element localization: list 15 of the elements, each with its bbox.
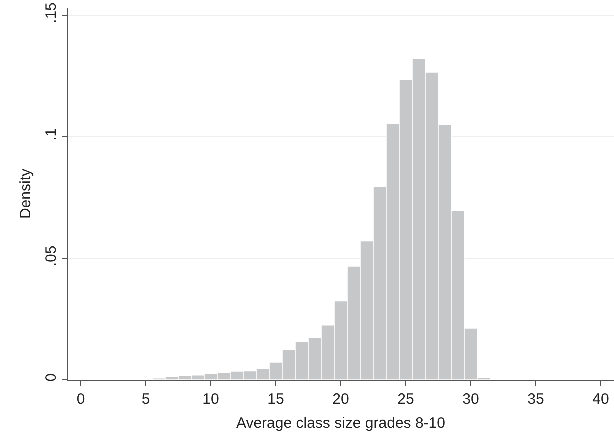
x-tick-label: 40: [592, 391, 610, 408]
y-axis-title: Density: [17, 168, 34, 220]
y-tick-label: 0: [43, 374, 60, 382]
x-axis-title: Average class size grades 8-10: [236, 415, 446, 432]
x-tick-label: 5: [142, 391, 150, 408]
x-tick-label: 0: [76, 391, 86, 408]
x-tick-label: 25: [398, 391, 414, 408]
y-tick-label: .1: [43, 128, 60, 141]
x-tick-label: 30: [462, 391, 480, 408]
x-tick-label: 20: [332, 391, 350, 408]
x-tick-label: 10: [202, 391, 220, 408]
y-tick-label: .05: [43, 246, 60, 267]
x-tick-label: 15: [268, 391, 284, 408]
y-tick-label: .15: [43, 2, 60, 24]
x-tick-label: 35: [528, 391, 544, 408]
